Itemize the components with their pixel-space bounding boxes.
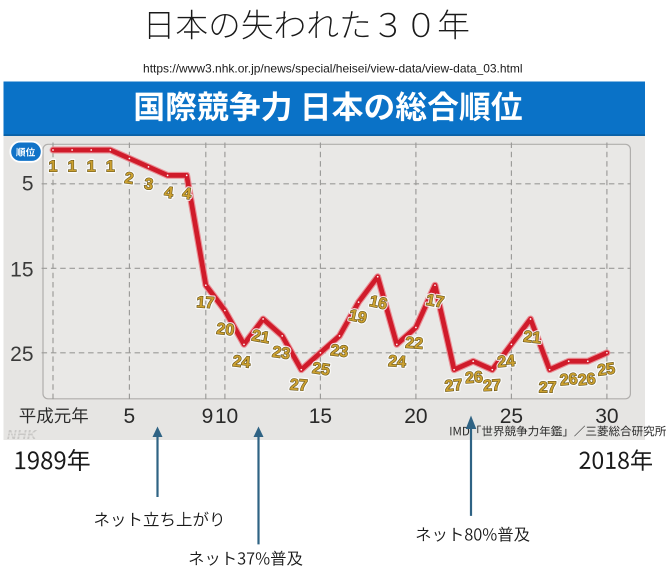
svg-text:27: 27 [444, 377, 464, 396]
svg-text:25: 25 [596, 360, 616, 379]
svg-text:23: 23 [330, 342, 350, 361]
svg-text:15: 15 [309, 405, 332, 428]
svg-text:27: 27 [483, 377, 502, 395]
svg-text:25: 25 [596, 360, 616, 379]
svg-text:27: 27 [289, 377, 308, 395]
svg-text:23: 23 [271, 344, 291, 363]
svg-text:15: 15 [10, 259, 33, 282]
svg-text:24: 24 [232, 353, 252, 372]
svg-text:20: 20 [216, 321, 236, 340]
svg-text:27: 27 [289, 377, 308, 395]
svg-text:27: 27 [444, 377, 464, 396]
svg-text:26: 26 [465, 369, 484, 387]
svg-text:9: 9 [202, 405, 214, 428]
svg-text:26: 26 [559, 371, 579, 390]
svg-text:https://www3.nhk.or.jp/news/sp: https://www3.nhk.or.jp/news/special/heis… [143, 62, 523, 76]
svg-text:NHK: NHK [7, 427, 38, 442]
svg-text:2: 2 [123, 170, 134, 188]
svg-text:27: 27 [539, 380, 557, 397]
svg-text:25: 25 [10, 343, 33, 366]
svg-text:20: 20 [216, 321, 236, 340]
svg-text:1: 1 [68, 159, 77, 176]
svg-text:4: 4 [163, 184, 174, 202]
svg-text:21: 21 [522, 329, 542, 348]
svg-text:16: 16 [368, 293, 389, 313]
svg-text:23: 23 [271, 344, 291, 363]
svg-text:1: 1 [106, 159, 115, 176]
svg-text:21: 21 [250, 327, 271, 347]
svg-text:27: 27 [539, 380, 557, 397]
svg-text:26: 26 [465, 369, 484, 387]
svg-text:25: 25 [311, 360, 331, 379]
svg-text:30: 30 [595, 405, 618, 428]
svg-text:24: 24 [497, 353, 516, 371]
svg-text:22: 22 [405, 335, 424, 353]
svg-text:16: 16 [368, 293, 389, 313]
svg-text:17: 17 [196, 294, 215, 312]
svg-text:2: 2 [123, 170, 134, 188]
svg-text:20: 20 [404, 405, 427, 428]
svg-text:25: 25 [311, 360, 331, 379]
svg-text:19: 19 [347, 307, 368, 327]
svg-text:10: 10 [215, 405, 238, 428]
svg-text:17: 17 [196, 294, 215, 312]
svg-text:1: 1 [87, 159, 96, 176]
svg-text:24: 24 [388, 353, 407, 371]
svg-text:3: 3 [143, 176, 154, 194]
svg-text:24: 24 [388, 353, 407, 371]
svg-text:1: 1 [87, 159, 96, 176]
svg-text:1: 1 [106, 159, 115, 176]
svg-text:26: 26 [577, 371, 597, 390]
svg-text:1: 1 [49, 159, 58, 176]
svg-text:24: 24 [232, 353, 252, 372]
svg-text:17: 17 [425, 292, 446, 312]
svg-text:4: 4 [181, 185, 192, 203]
svg-text:17: 17 [425, 292, 446, 312]
svg-text:26: 26 [559, 371, 579, 390]
svg-text:19: 19 [347, 307, 368, 327]
svg-text:24: 24 [497, 353, 516, 371]
svg-text:5: 5 [22, 173, 34, 196]
svg-text:27: 27 [483, 377, 502, 395]
svg-text:1: 1 [49, 159, 58, 176]
svg-text:23: 23 [330, 342, 350, 361]
svg-text:21: 21 [522, 329, 542, 348]
svg-text:22: 22 [405, 335, 424, 353]
svg-text:4: 4 [163, 184, 174, 202]
svg-text:5: 5 [124, 405, 136, 428]
svg-text:26: 26 [577, 371, 597, 390]
svg-text:3: 3 [143, 176, 154, 194]
svg-text:25: 25 [500, 405, 523, 428]
svg-text:21: 21 [250, 327, 271, 347]
svg-text:1: 1 [68, 159, 77, 176]
svg-text:4: 4 [181, 185, 192, 203]
